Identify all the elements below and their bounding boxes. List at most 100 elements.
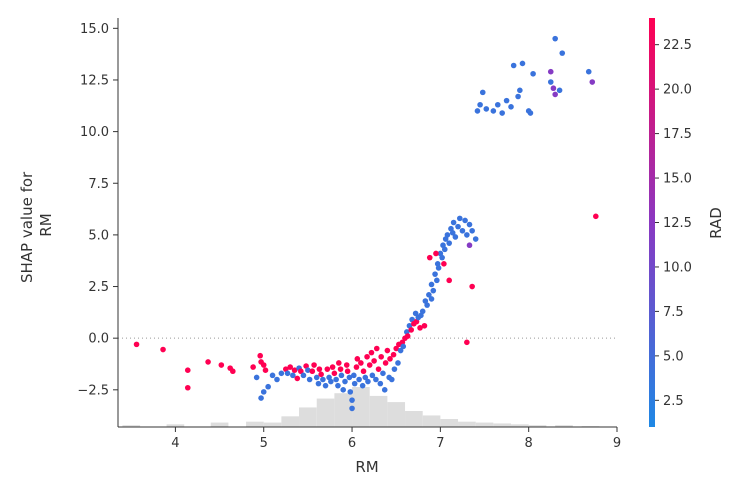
scatter-point	[388, 376, 395, 383]
histogram-bar	[475, 422, 494, 427]
scatter-point	[184, 367, 191, 373]
scatter-point	[446, 277, 452, 284]
colorbar-tick-label: 17.5	[663, 127, 692, 142]
scatter-point	[294, 375, 301, 382]
y-tick-label: 12.5	[80, 73, 109, 88]
scatter-point	[338, 372, 345, 379]
colorbar-tick-label: 22.5	[663, 38, 692, 53]
scatter-point	[353, 364, 360, 370]
scatter-point	[384, 347, 391, 354]
scatter-point	[205, 359, 211, 365]
scatter-point	[366, 362, 373, 368]
scatter-point	[490, 108, 497, 114]
histogram	[122, 387, 600, 427]
scatter-point	[253, 374, 260, 381]
y-tick-label: −2.5	[77, 383, 109, 398]
y-tick-label: 0.0	[88, 332, 109, 347]
colorbar-ticks: 2.5 5.0 7.5 10.0 12.5 15.0 17.5 20.0 22.5	[655, 38, 692, 409]
scatter-point	[337, 366, 344, 372]
scatter-point	[466, 242, 473, 249]
scatter-point	[340, 387, 347, 393]
scatter-point	[230, 368, 236, 375]
scatter-point	[258, 395, 264, 401]
scatter-point	[265, 383, 271, 390]
y-axis-title-line-2: RM	[37, 213, 55, 236]
x-axis-title: RM	[355, 458, 378, 476]
scatter-point	[439, 254, 445, 261]
scatter-point	[479, 89, 486, 96]
histogram-bar	[440, 419, 459, 427]
scatter-point	[349, 405, 355, 412]
histogram-bar	[422, 415, 441, 427]
scatter-point	[426, 291, 432, 298]
scatter-point	[371, 358, 377, 364]
scatter-point	[378, 353, 384, 360]
scatter-point	[342, 378, 348, 385]
scatter-point	[455, 223, 461, 230]
scatter-point	[375, 366, 382, 372]
scatter-point	[356, 376, 362, 383]
scatter-point	[464, 339, 470, 346]
histogram-bar	[334, 393, 353, 427]
y-tick-label: 7.5	[88, 177, 109, 192]
scatter-point	[404, 333, 411, 339]
scatter-point	[257, 352, 263, 359]
scatter-point	[390, 351, 397, 358]
scatter-point	[391, 366, 398, 372]
scatter-point	[311, 362, 317, 368]
scatter-point	[335, 382, 341, 389]
colorbar-title: RAD	[707, 207, 725, 239]
scatter-point	[547, 68, 554, 75]
histogram-bar	[458, 421, 476, 427]
scatter-point	[298, 368, 304, 375]
scatter-point	[408, 327, 415, 333]
scatter-point	[469, 227, 475, 234]
scatter-point	[446, 240, 452, 246]
scatter-point	[449, 230, 456, 236]
scatter-point	[515, 93, 521, 100]
scatter-point	[354, 356, 361, 362]
scatter-point	[365, 378, 371, 385]
scatter-point	[364, 353, 370, 360]
scatter-point	[387, 356, 393, 362]
histogram-bar	[405, 411, 423, 427]
x-tick-label: 6	[348, 436, 356, 451]
scatter-point	[351, 372, 357, 379]
scatter-point	[397, 347, 404, 354]
x-tick-label: 8	[525, 436, 533, 451]
scatter-point	[433, 250, 439, 257]
histogram-bar	[122, 425, 141, 427]
histogram-bar	[528, 425, 547, 427]
scatter-point	[421, 322, 428, 329]
colorbar-tick-label: 12.5	[663, 216, 692, 231]
scatter-point	[550, 85, 557, 92]
scatter-point	[530, 70, 536, 77]
histogram-bar	[493, 423, 512, 427]
scatter-point	[432, 271, 438, 277]
scatter-point	[424, 302, 430, 308]
scatter-point	[278, 370, 285, 377]
x-tick-label: 5	[260, 436, 268, 451]
colorbar-tick-label: 20.0	[663, 83, 692, 98]
scatter-point	[452, 234, 459, 240]
scatter-point	[444, 232, 451, 238]
histogram-bar	[316, 398, 335, 427]
scatter-point	[284, 370, 291, 377]
scatter-point	[291, 367, 298, 373]
scatter-point	[369, 372, 376, 379]
scatter-point	[417, 325, 423, 331]
scatter-point	[474, 108, 481, 114]
scatter-point	[184, 384, 191, 391]
scatter-point	[428, 281, 435, 288]
scatter-point	[477, 101, 483, 108]
scatter-point	[160, 346, 166, 353]
x-axis-ticks: 4 5 6 7 8 9	[171, 427, 621, 451]
y-axis-title: SHAP value for RM	[18, 167, 55, 283]
x-tick-label: 4	[171, 436, 179, 451]
colorbar-tick-label: 5.0	[663, 349, 684, 364]
scatter-point	[218, 362, 225, 368]
scatter-point	[306, 376, 313, 383]
scatter-point	[349, 397, 355, 403]
scatter-point	[456, 215, 463, 222]
